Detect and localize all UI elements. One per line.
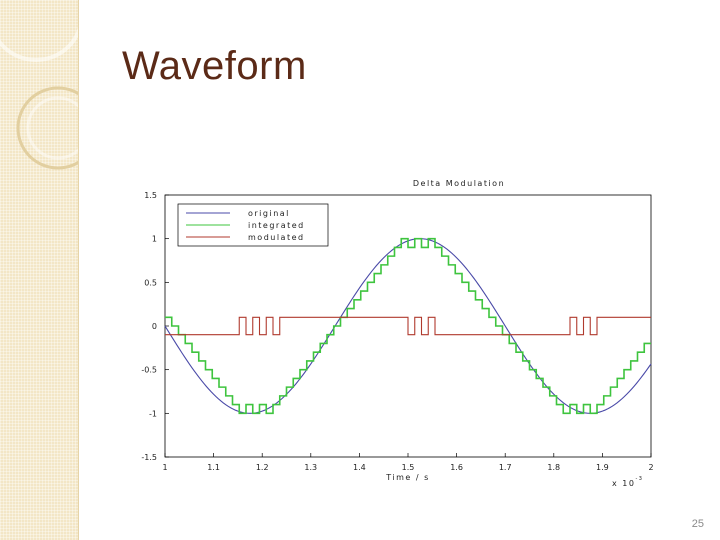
x-tick-label: 1.5 <box>402 463 415 472</box>
y-tick-label: -0.5 <box>141 366 157 375</box>
decorative-sidebar <box>0 0 79 540</box>
x-axis-label: Time / s <box>385 473 430 482</box>
x-axis-multiplier-exponent: -3 <box>635 476 643 482</box>
x-tick-label: 1.1 <box>207 463 220 472</box>
legend-label-modulated: modulated <box>248 233 305 242</box>
x-tick-label: 1.6 <box>450 463 463 472</box>
y-tick-label: -1 <box>149 409 157 418</box>
x-axis: 1 1.1 1.2 1.3 1.4 1.5 1.6 1.7 1.8 1.9 2 <box>162 453 654 472</box>
sidebar-circles-decoration <box>0 0 78 170</box>
legend-label-integrated: integrated <box>248 221 305 230</box>
x-tick-label: 1.2 <box>256 463 269 472</box>
series-layer <box>164 237 652 415</box>
x-axis-multiplier-base: x 10 <box>612 479 635 488</box>
x-axis-multiplier: x 10-3 <box>612 476 643 488</box>
slide-title: Waveform <box>122 44 307 88</box>
y-tick-label: -1.5 <box>141 453 157 462</box>
delta-modulation-chart: Delta Modulation 1 1.1 1.2 1.3 1.4 1.5 1.6 1.7 1… <box>141 179 654 488</box>
legend-label-original: original <box>248 209 290 218</box>
legend: original integrated modulated <box>177 203 329 247</box>
x-tick-label: 1.7 <box>499 463 512 472</box>
x-tick-label: 2 <box>648 463 653 472</box>
x-tick-label: 1.3 <box>304 463 317 472</box>
y-tick-label: 0.5 <box>144 278 157 287</box>
y-tick-label: 1 <box>152 235 157 244</box>
series-line-modulated <box>165 316 651 336</box>
x-tick-label: 1.9 <box>596 463 609 472</box>
x-tick-label: 1 <box>162 463 167 472</box>
y-axis: 1.5 1 0.5 0 -0.5 -1 -1.5 <box>141 191 169 462</box>
y-tick-label: 0 <box>152 322 157 331</box>
chart-title: Delta Modulation <box>413 179 505 188</box>
y-tick-label: 1.5 <box>144 191 157 200</box>
x-tick-label: 1.8 <box>547 463 560 472</box>
x-tick-label: 1.4 <box>353 463 366 472</box>
page-number: 25 <box>691 518 704 530</box>
series-line-integrated <box>165 237 651 415</box>
